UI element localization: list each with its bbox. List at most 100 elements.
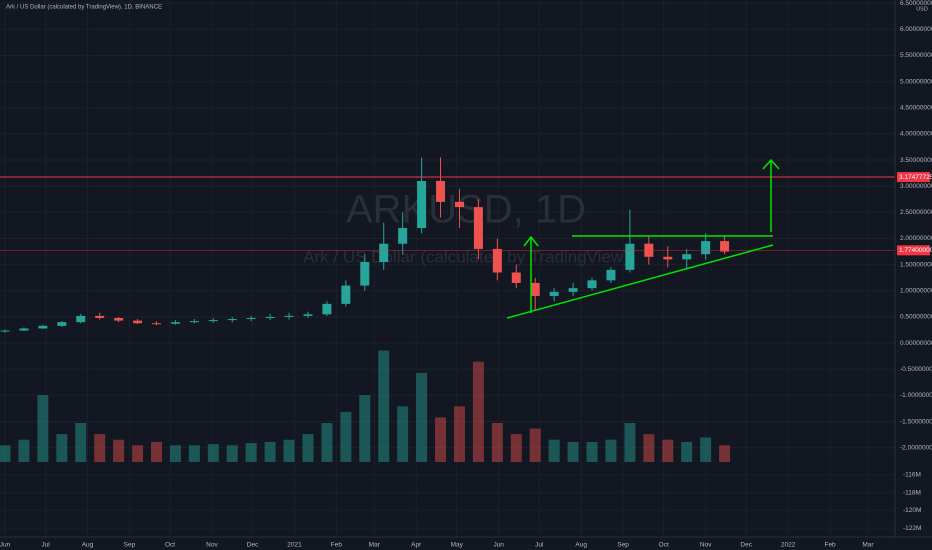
volume-bar — [132, 445, 144, 462]
volume-bar — [283, 439, 295, 462]
volume-bar — [719, 445, 731, 462]
x-tick-label: Jul — [535, 542, 544, 549]
x-tick-label: Jun — [493, 542, 504, 549]
grid — [0, 0, 895, 537]
volume-bar — [491, 423, 503, 462]
x-tick-label: Nov — [206, 542, 218, 549]
volume-bar — [624, 423, 636, 462]
support-line — [506, 244, 774, 319]
volume-bar — [435, 417, 447, 462]
y-tick-label: 0.50000000 — [900, 314, 932, 321]
x-tick-label: Feb — [824, 542, 836, 549]
candle-body — [682, 254, 692, 260]
watermark: ARKUSD, 1D — [346, 188, 586, 232]
x-tick-label: Feb — [331, 542, 343, 549]
arrow-head — [523, 235, 539, 247]
y2-tick-label: -122M — [903, 525, 921, 532]
y-tick-label: 1.00000000 — [900, 288, 932, 295]
candle-body — [606, 269, 616, 281]
volume-bar — [321, 423, 333, 462]
candle-body — [720, 241, 730, 252]
volume-bar — [169, 445, 181, 462]
candle-body — [0, 330, 10, 332]
volume-bar — [359, 395, 371, 462]
y2-tick-label: -118M — [903, 489, 921, 496]
candle-body — [265, 316, 275, 318]
candle-body — [170, 322, 180, 324]
y-tick-label: 6.00000000 — [900, 26, 932, 33]
candle-body — [303, 314, 313, 316]
candle-body — [379, 243, 389, 263]
y-tick-label: -2.00000000 — [900, 444, 932, 451]
volume-bar — [662, 439, 674, 462]
candle-body — [549, 291, 559, 297]
y-tick-label: 2.00000000 — [900, 235, 932, 242]
y-tick-label: 3.00000000 — [900, 183, 932, 190]
x-tick-label: Mar — [862, 542, 874, 549]
candle-body — [133, 320, 143, 324]
drawings — [506, 158, 780, 319]
candle-body — [625, 243, 635, 270]
candle-body — [76, 315, 86, 323]
x-tick-label: Sep — [124, 542, 136, 549]
x-tick-label: Oct — [659, 542, 669, 549]
candle-body — [398, 228, 408, 244]
volume-bar — [37, 395, 49, 462]
x-tick-label: Dec — [740, 542, 752, 549]
volume-bar — [643, 434, 655, 462]
y-tick-label: 4.00000000 — [900, 131, 932, 138]
x-tick-label: Apr — [411, 542, 422, 549]
volume-bar — [264, 441, 276, 462]
volume-bar — [397, 406, 409, 462]
y2-tick-label: -116M — [903, 472, 921, 479]
candle-body — [436, 180, 446, 202]
price-label: 1.77400000 — [899, 247, 932, 254]
y-tick-label: 5.50000000 — [900, 52, 932, 59]
candle-body — [114, 317, 124, 321]
volume-bar — [56, 434, 68, 462]
x-tick-label: 2021 — [287, 542, 302, 549]
currency-label: USD — [916, 6, 928, 12]
candle-body — [95, 315, 105, 318]
volume-bar — [548, 439, 560, 462]
candle-body — [492, 248, 502, 273]
candle-body — [19, 328, 29, 331]
candle-body — [227, 319, 237, 321]
volume-bar — [567, 441, 579, 462]
candle-body — [284, 315, 294, 317]
volume-bar — [113, 439, 125, 462]
candle-body — [568, 288, 578, 292]
candle-body — [360, 262, 370, 286]
chart-legend: Ark / US Dollar (calculated by TradingVi… — [6, 5, 162, 11]
candle-body — [417, 180, 427, 229]
volume-bar — [378, 350, 390, 462]
y-tick-label: 1.50000000 — [900, 261, 932, 268]
y-tick-label: 0.00000000 — [900, 340, 932, 347]
volume-bar — [302, 434, 314, 462]
candle-body — [473, 207, 483, 249]
volume-bar — [453, 406, 465, 462]
x-tick-label: Oct — [165, 542, 175, 549]
candle-body — [587, 280, 597, 289]
volume-bar — [75, 423, 87, 462]
volume-bar — [207, 444, 219, 462]
volume-bar — [416, 372, 428, 462]
candle-body — [341, 285, 351, 304]
candle-body — [454, 201, 464, 208]
candle-body — [701, 241, 711, 255]
y-tick-label: 2.50000000 — [900, 209, 932, 216]
arrow-head — [762, 158, 780, 170]
y-tick-label: 4.50000000 — [900, 104, 932, 111]
volume-bar — [340, 411, 352, 462]
y-tick-label: 3.50000000 — [900, 157, 932, 164]
x-tick-label: May — [451, 542, 464, 549]
volume-bar — [0, 445, 11, 462]
y-tick-label: 5.00000000 — [900, 78, 932, 85]
volume-bar — [18, 439, 30, 462]
price-label: 3.17477725 — [899, 174, 932, 181]
volume-bar — [605, 439, 617, 462]
